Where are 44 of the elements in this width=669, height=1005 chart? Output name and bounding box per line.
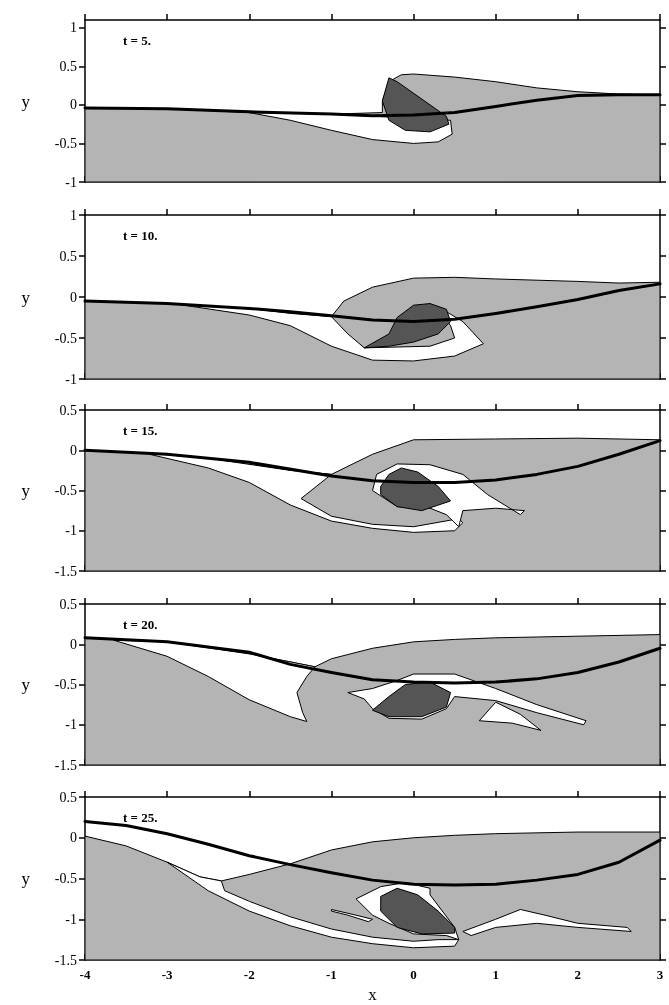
y-tick-label: -1.5 xyxy=(54,952,77,968)
x-tick-label: 0 xyxy=(410,967,417,982)
y-axis-title: y xyxy=(21,869,31,888)
y-tick-label: 0.5 xyxy=(59,248,77,264)
y-tick-label: 0 xyxy=(70,830,77,846)
y-tick-label: -1 xyxy=(65,174,77,190)
y-tick-label: -1.5 xyxy=(54,563,77,579)
y-tick-label: -0.5 xyxy=(54,483,77,498)
y-tick-label: -1 xyxy=(65,911,77,927)
y-tick-label: 0 xyxy=(70,289,77,305)
y-tick-label: -1 xyxy=(65,371,77,387)
y-tick-label: 0.5 xyxy=(59,402,77,418)
y-tick-label: 0 xyxy=(70,442,77,458)
x-tick-label: 3 xyxy=(656,967,664,982)
x-tick-label: -4 xyxy=(79,967,91,982)
y-tick-label: 0.5 xyxy=(59,596,77,612)
y-tick-label: 0.5 xyxy=(59,58,77,74)
y-axis-title: y xyxy=(21,675,31,694)
y-tick-label: 1 xyxy=(70,20,77,36)
x-tick-label: -1 xyxy=(326,967,337,982)
y-tick-label: 0 xyxy=(70,97,77,113)
y-axis-title: y xyxy=(21,481,31,500)
y-tick-label: -0.5 xyxy=(54,330,77,346)
annotation: t = 25. xyxy=(123,810,158,825)
annotation: t = 5. xyxy=(123,33,151,48)
annotation: t = 10. xyxy=(123,228,158,243)
y-tick-label: 1 xyxy=(70,207,77,223)
annotation: t = 20. xyxy=(123,617,158,632)
x-tick-label: -3 xyxy=(161,967,174,982)
y-tick-label: -1.5 xyxy=(54,757,77,773)
y-tick-label: 0 xyxy=(70,636,77,652)
y-tick-label: -1 xyxy=(65,523,77,539)
x-axis-title: x xyxy=(368,984,378,1004)
y-tick-label: -1 xyxy=(65,717,77,733)
y-axis-title: y xyxy=(21,287,31,307)
x-tick-label: 2 xyxy=(574,967,582,982)
y-axis-title: y xyxy=(21,91,31,111)
annotation: t = 15. xyxy=(123,423,158,438)
x-tick-label: 1 xyxy=(492,967,499,982)
y-tick-label: -0.5 xyxy=(54,871,77,886)
y-tick-label: -0.5 xyxy=(54,677,77,692)
y-tick-label: -0.5 xyxy=(54,135,77,151)
x-tick-label: -2 xyxy=(243,967,255,982)
y-tick-label: 0.5 xyxy=(59,789,77,805)
